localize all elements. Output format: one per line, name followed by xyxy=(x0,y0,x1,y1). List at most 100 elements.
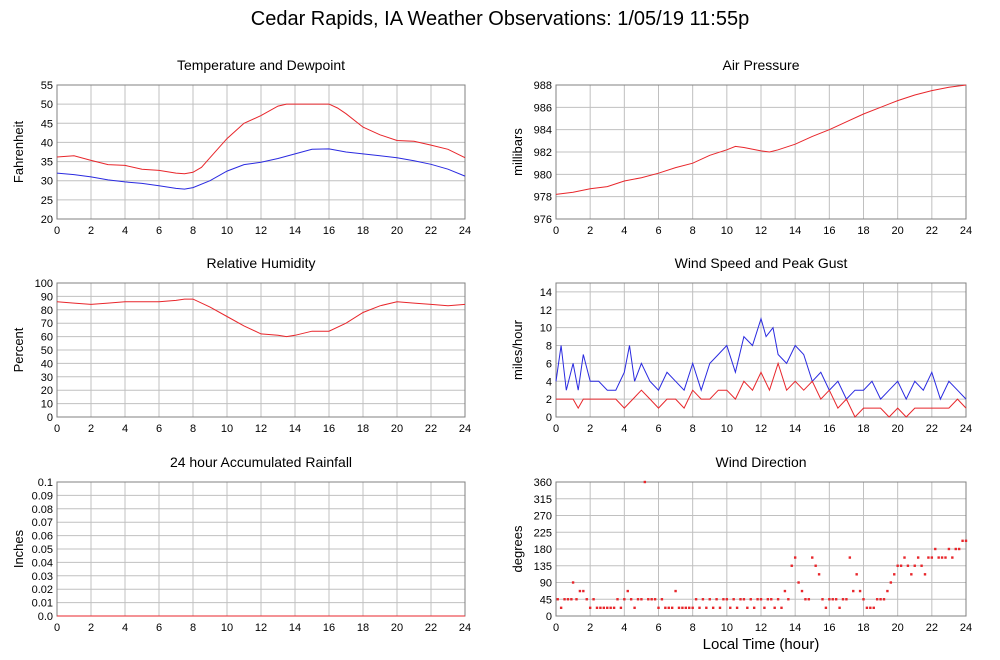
data-point xyxy=(872,606,875,610)
y-tick-label: 360 xyxy=(534,477,552,489)
x-tick-label: 18 xyxy=(357,225,369,237)
x-tick-label: 18 xyxy=(857,225,869,237)
y-tick-label: 40 xyxy=(41,137,53,149)
data-point xyxy=(824,606,828,610)
data-point xyxy=(759,598,763,601)
y-tick-label: 0.06 xyxy=(32,531,53,543)
series-line-0 xyxy=(56,298,466,338)
data-point xyxy=(947,547,951,551)
y-tick-label: 0.01 xyxy=(32,598,53,610)
data-point xyxy=(599,606,602,610)
x-tick-label: 6 xyxy=(156,622,162,634)
x-tick-label: 14 xyxy=(789,225,801,237)
data-point xyxy=(570,598,573,601)
x-tick-label: 16 xyxy=(323,423,335,435)
chart-title: Wind Direction xyxy=(715,454,806,470)
data-point xyxy=(865,606,869,610)
y-tick-label: 50 xyxy=(41,345,53,357)
data-point xyxy=(616,598,619,601)
plot-frame xyxy=(56,282,466,418)
y-tick-label: 100 xyxy=(35,278,53,290)
y-tick-label: 982 xyxy=(534,147,552,159)
data-point xyxy=(711,606,715,610)
x-tick-label: 14 xyxy=(289,225,301,237)
series-line-0 xyxy=(555,316,967,401)
y-tick-label: 0.04 xyxy=(32,557,53,569)
data-point xyxy=(691,606,694,610)
x-tick-label: 10 xyxy=(721,622,733,634)
x-tick-label: 20 xyxy=(391,622,403,634)
x-tick-label: 22 xyxy=(425,622,437,634)
y-tick-label: 984 xyxy=(534,125,552,137)
x-tick-label: 16 xyxy=(323,225,335,237)
y-tick-label: 45 xyxy=(540,594,552,606)
data-point xyxy=(556,598,559,601)
data-point xyxy=(684,606,688,610)
data-point xyxy=(688,606,691,610)
data-point xyxy=(718,606,722,610)
y-tick-label: 6 xyxy=(546,358,552,370)
data-point xyxy=(559,606,563,610)
data-point xyxy=(855,573,858,576)
data-point xyxy=(756,598,759,601)
data-point xyxy=(817,573,821,576)
data-point xyxy=(916,556,920,559)
x-tick-label: 8 xyxy=(190,225,196,237)
data-point xyxy=(657,606,660,610)
y-tick-label: 0 xyxy=(47,412,53,424)
data-point xyxy=(899,564,903,567)
x-tick-label: 4 xyxy=(621,423,627,435)
data-point xyxy=(612,606,616,610)
data-point xyxy=(585,598,588,601)
data-point xyxy=(957,547,961,551)
x-tick-label: 2 xyxy=(88,225,94,237)
x-tick-label: 8 xyxy=(690,225,696,237)
x-tick-label: 14 xyxy=(789,423,801,435)
y-tick-label: 988 xyxy=(534,80,552,92)
x-tick-label: 2 xyxy=(587,423,593,435)
chart-title: Wind Speed and Peak Gust xyxy=(675,255,848,271)
y-tick-label: 60 xyxy=(41,332,53,344)
series-line-1 xyxy=(56,148,466,190)
x-tick-label: 20 xyxy=(391,225,403,237)
data-point xyxy=(636,598,640,601)
x-tick-label: 6 xyxy=(156,423,162,435)
x-tick-label: 0 xyxy=(553,622,559,634)
x-tick-label: 22 xyxy=(926,423,938,435)
chart-title: Air Pressure xyxy=(722,57,799,73)
data-point xyxy=(694,598,698,601)
y-tick-label: 0.1 xyxy=(38,477,53,489)
data-point xyxy=(595,606,599,610)
data-point xyxy=(708,598,711,601)
data-point xyxy=(660,598,664,601)
y-tick-label: 40 xyxy=(41,358,53,370)
y-tick-label: 0 xyxy=(546,412,552,424)
data-point xyxy=(838,606,841,610)
page-title: Cedar Rapids, IA Weather Observations: 1… xyxy=(250,8,750,30)
x-tick-label: 2 xyxy=(88,423,94,435)
y-tick-label: 270 xyxy=(534,511,552,523)
data-point xyxy=(623,598,626,601)
y-tick-label: 315 xyxy=(534,494,552,506)
y-tick-label: 14 xyxy=(540,287,552,299)
y-tick-label: 12 xyxy=(540,305,552,317)
series-line-0 xyxy=(555,84,967,195)
x-tick-label: 16 xyxy=(823,423,835,435)
data-point xyxy=(739,598,742,601)
x-tick-label: 4 xyxy=(621,622,627,634)
x-tick-label: 22 xyxy=(425,423,437,435)
data-point xyxy=(626,589,629,593)
y-tick-label: 2 xyxy=(546,394,552,406)
data-point xyxy=(674,589,677,593)
y-axis-label: Fahrenheit xyxy=(11,121,26,184)
x-tick-label: 12 xyxy=(755,423,767,435)
y-tick-label: 980 xyxy=(534,169,552,181)
data-point xyxy=(869,606,872,610)
y-axis-label: Percent xyxy=(11,327,26,372)
x-tick-label: 14 xyxy=(289,622,301,634)
data-point xyxy=(705,606,708,610)
data-point xyxy=(698,606,701,610)
y-tick-label: 976 xyxy=(534,214,552,226)
